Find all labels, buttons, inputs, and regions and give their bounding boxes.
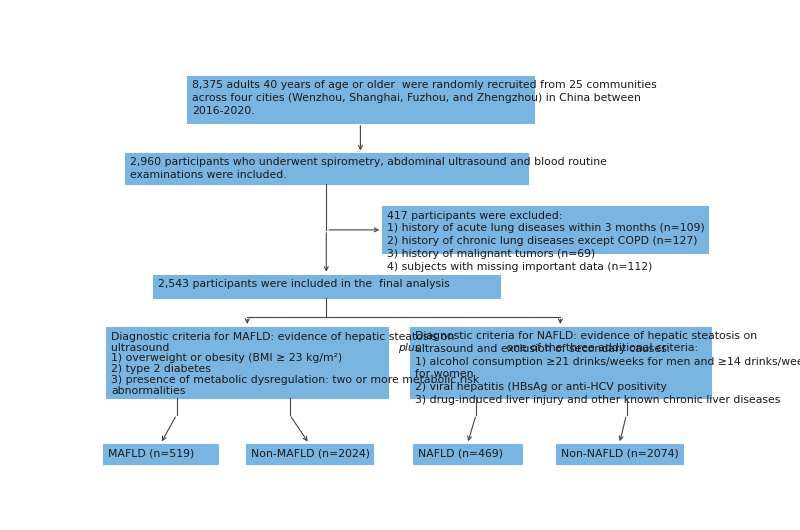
FancyBboxPatch shape (103, 444, 218, 464)
Text: 2,543 participants were included in the  final analysis: 2,543 participants were included in the … (158, 279, 450, 289)
FancyBboxPatch shape (125, 153, 528, 184)
FancyBboxPatch shape (382, 206, 708, 253)
Text: 1) overweight or obesity (BMI ≥ 23 kg/m²): 1) overweight or obesity (BMI ≥ 23 kg/m²… (111, 354, 342, 364)
Text: one of the three additional criteria:: one of the three additional criteria: (503, 342, 698, 352)
Text: MAFLD (n=519): MAFLD (n=519) (108, 448, 194, 458)
Text: Diagnostic criteria for NAFLD: evidence of hepatic steatosis on
ultrasound and e: Diagnostic criteria for NAFLD: evidence … (415, 331, 800, 405)
Text: Non-MAFLD (n=2024): Non-MAFLD (n=2024) (250, 448, 370, 458)
Text: 3) presence of metabolic dysregulation: two or more metabolic risk: 3) presence of metabolic dysregulation: … (111, 375, 479, 385)
Text: abnormalities: abnormalities (111, 386, 186, 396)
FancyBboxPatch shape (106, 327, 388, 398)
Text: NAFLD (n=469): NAFLD (n=469) (418, 448, 503, 458)
Text: 8,375 adults 40 years of age or older  were randomly recruited from 25 communiti: 8,375 adults 40 years of age or older we… (192, 80, 657, 116)
Text: ultrasound: ultrasound (111, 342, 173, 352)
Text: 2) type 2 diabetes: 2) type 2 diabetes (111, 364, 211, 374)
Text: Diagnostic criteria for MAFLD: evidence of hepatic steatosis on: Diagnostic criteria for MAFLD: evidence … (111, 332, 454, 342)
FancyBboxPatch shape (410, 327, 710, 398)
FancyBboxPatch shape (413, 444, 522, 464)
Text: 2,960 participants who underwent spirometry, abdominal ultrasound and blood rout: 2,960 participants who underwent spirome… (130, 157, 606, 180)
FancyBboxPatch shape (153, 275, 500, 298)
FancyBboxPatch shape (556, 444, 682, 464)
Text: 417 participants were excluded:
1) history of acute lung diseases within 3 month: 417 participants were excluded: 1) histo… (387, 210, 705, 272)
Text: Non-NAFLD (n=2074): Non-NAFLD (n=2074) (561, 448, 678, 458)
FancyBboxPatch shape (187, 76, 534, 123)
FancyBboxPatch shape (246, 444, 373, 464)
Text: plus: plus (398, 342, 421, 352)
